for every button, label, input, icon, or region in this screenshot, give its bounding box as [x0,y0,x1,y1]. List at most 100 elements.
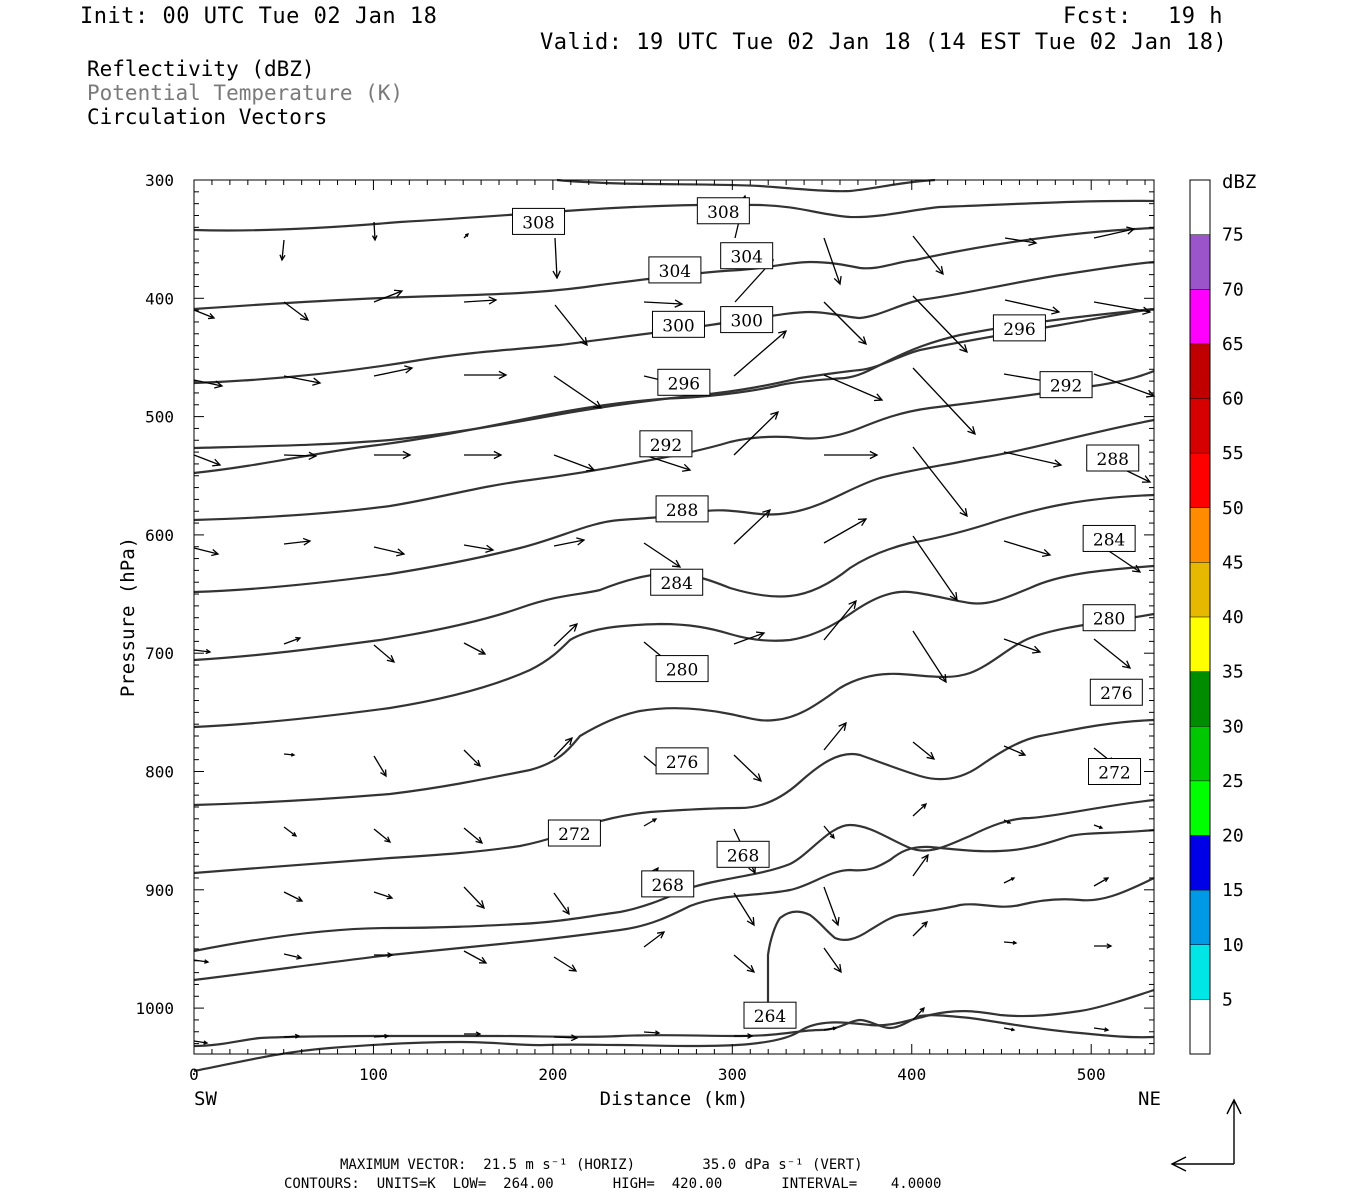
colorbar-segment [1190,617,1210,672]
vector-head [300,312,310,321]
vector-arrow [283,451,318,460]
vector-head [778,330,788,339]
vector-shaft [463,642,486,655]
vector-arrow [554,304,588,347]
vector-arrow [193,648,212,655]
vector-shaft [283,953,302,959]
vector-head [762,509,772,518]
contour-label-text: 300 [662,316,694,336]
vector-arrow [912,920,929,937]
vector-shaft [643,301,683,305]
colorbar-label: 20 [1222,826,1244,847]
vector-head [753,773,763,782]
vector-head [1053,459,1063,468]
vector-arrow [912,235,944,276]
vector-shaft [193,649,211,653]
colorbar-segment [1190,890,1210,945]
theta-contour [193,612,1155,807]
vector-arrow [1003,877,1016,884]
vector-shaft [1003,638,1041,653]
vector-shaft [823,722,847,751]
vector-head [279,254,286,262]
y-tick-label: 300 [145,171,174,190]
vector-head [921,803,928,809]
vector-shaft [554,304,588,346]
vector-arrow [373,828,392,843]
vector-shaft [463,950,487,964]
vector-head [755,631,766,640]
vector-head [211,548,220,557]
vector-shaft [283,753,295,756]
vector-head [393,289,404,298]
contour-label-box [655,655,709,683]
vector-arrow [374,450,412,460]
theta-contour [193,798,1155,953]
vector-arrow [373,546,406,557]
theta-contour [193,226,1155,311]
vector-head [564,736,573,746]
vector-head [291,831,298,837]
vector-arrow [463,749,482,768]
vector-head [498,370,508,380]
vector-arrow [463,544,495,553]
colorbar-segment [1190,289,1210,344]
colorbar-label: 60 [1222,389,1244,410]
contour-label: 276 [1089,678,1143,706]
vector-arrow [912,295,968,354]
vector-head [674,299,684,308]
vector-shaft [553,1036,578,1039]
vector-head [464,232,470,238]
colorbar-label: 40 [1222,607,1244,628]
colorbar-label: 70 [1222,279,1244,300]
vector-shaft [912,367,976,435]
vector-head [967,426,976,436]
theta-contour [193,199,1155,232]
vector-head [475,836,484,844]
vector-arrow [283,636,302,645]
theta-contour [193,493,1155,662]
contour-label-text: 296 [1003,320,1035,340]
vector-head [203,1040,209,1045]
colorbar-segment [1190,343,1210,399]
vector-shaft [554,237,558,279]
x-tick-label: 200 [538,1065,567,1084]
vector-arrow [463,886,485,910]
axis-tick-labels: 300 400 500 600 700 800 900 1000 0 100 200 300 400 50… [135,171,1105,1084]
vector-head [832,1026,838,1031]
contour-label-box [650,568,704,596]
vector-shaft [553,956,577,972]
vector-shaft [553,737,573,758]
vector-head [919,1006,925,1013]
vector-shaft [193,309,215,319]
vector-head [869,450,879,460]
vector-arrow [823,721,847,751]
contour-label: 304 [720,242,774,270]
vector-shaft [1093,638,1131,669]
vector-arrow [283,537,312,546]
y-tick-label: 600 [145,526,174,545]
contour-label-box [720,306,774,334]
vector-arrow [912,741,936,760]
vector-shaft [373,1035,389,1038]
vector-shaft [283,454,317,457]
vector-arrow [463,296,498,305]
vector-head [959,344,968,354]
y-tick-label: 900 [145,881,174,900]
vector-shaft [283,891,303,902]
legend-reflectivity: Reflectivity (dBZ) [87,57,315,81]
vector-head [1142,306,1152,315]
vector-shaft [283,540,311,545]
contour-label-box [657,368,711,396]
vector-shaft [823,886,839,926]
vector-head [290,752,296,757]
vector-shaft [553,539,585,547]
contour-label-text: 288 [666,501,698,521]
contour-label: 284 [650,568,704,596]
vector-arrow [463,232,470,239]
vector-shaft [1093,373,1155,397]
vector-head [576,537,586,546]
vector-shaft [1003,941,1017,944]
colorbar-segment [1190,671,1210,727]
colorbar-segment [1190,944,1210,1000]
